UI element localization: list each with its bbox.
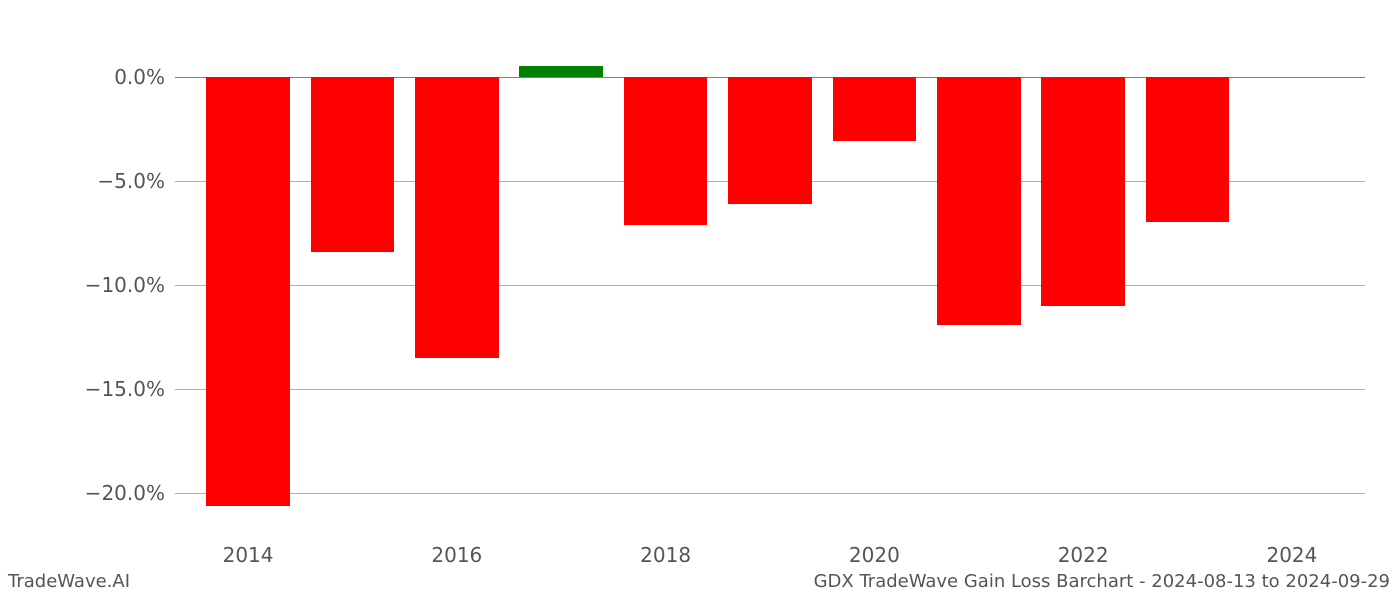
y-tick-label: −10.0% bbox=[85, 273, 165, 297]
gridline bbox=[175, 493, 1365, 494]
x-tick-label: 2022 bbox=[1058, 543, 1109, 567]
gridline bbox=[175, 389, 1365, 390]
x-tick-label: 2016 bbox=[431, 543, 482, 567]
y-tick-label: −20.0% bbox=[85, 481, 165, 505]
bar bbox=[833, 77, 917, 142]
x-tick-label: 2024 bbox=[1266, 543, 1317, 567]
footer-brand: TradeWave.AI bbox=[8, 571, 130, 592]
y-tick-label: −15.0% bbox=[85, 377, 165, 401]
x-tick-label: 2014 bbox=[223, 543, 274, 567]
y-tick-label: 0.0% bbox=[114, 65, 165, 89]
bar bbox=[1146, 77, 1230, 223]
bar bbox=[415, 77, 499, 358]
footer-title: GDX TradeWave Gain Loss Barchart - 2024-… bbox=[814, 571, 1390, 592]
bar bbox=[519, 66, 603, 76]
bar bbox=[311, 77, 395, 252]
bar bbox=[728, 77, 812, 204]
y-tick-label: −5.0% bbox=[97, 169, 165, 193]
bar bbox=[624, 77, 708, 225]
x-tick-label: 2018 bbox=[640, 543, 691, 567]
x-tick-label: 2020 bbox=[849, 543, 900, 567]
plot-area: 0.0%−5.0%−10.0%−15.0%−20.0%2014201620182… bbox=[175, 35, 1365, 535]
bar bbox=[206, 77, 290, 506]
bar bbox=[1041, 77, 1125, 306]
bar bbox=[937, 77, 1021, 325]
gridline bbox=[175, 285, 1365, 286]
chart-plot-area: 0.0%−5.0%−10.0%−15.0%−20.0%2014201620182… bbox=[175, 35, 1365, 535]
